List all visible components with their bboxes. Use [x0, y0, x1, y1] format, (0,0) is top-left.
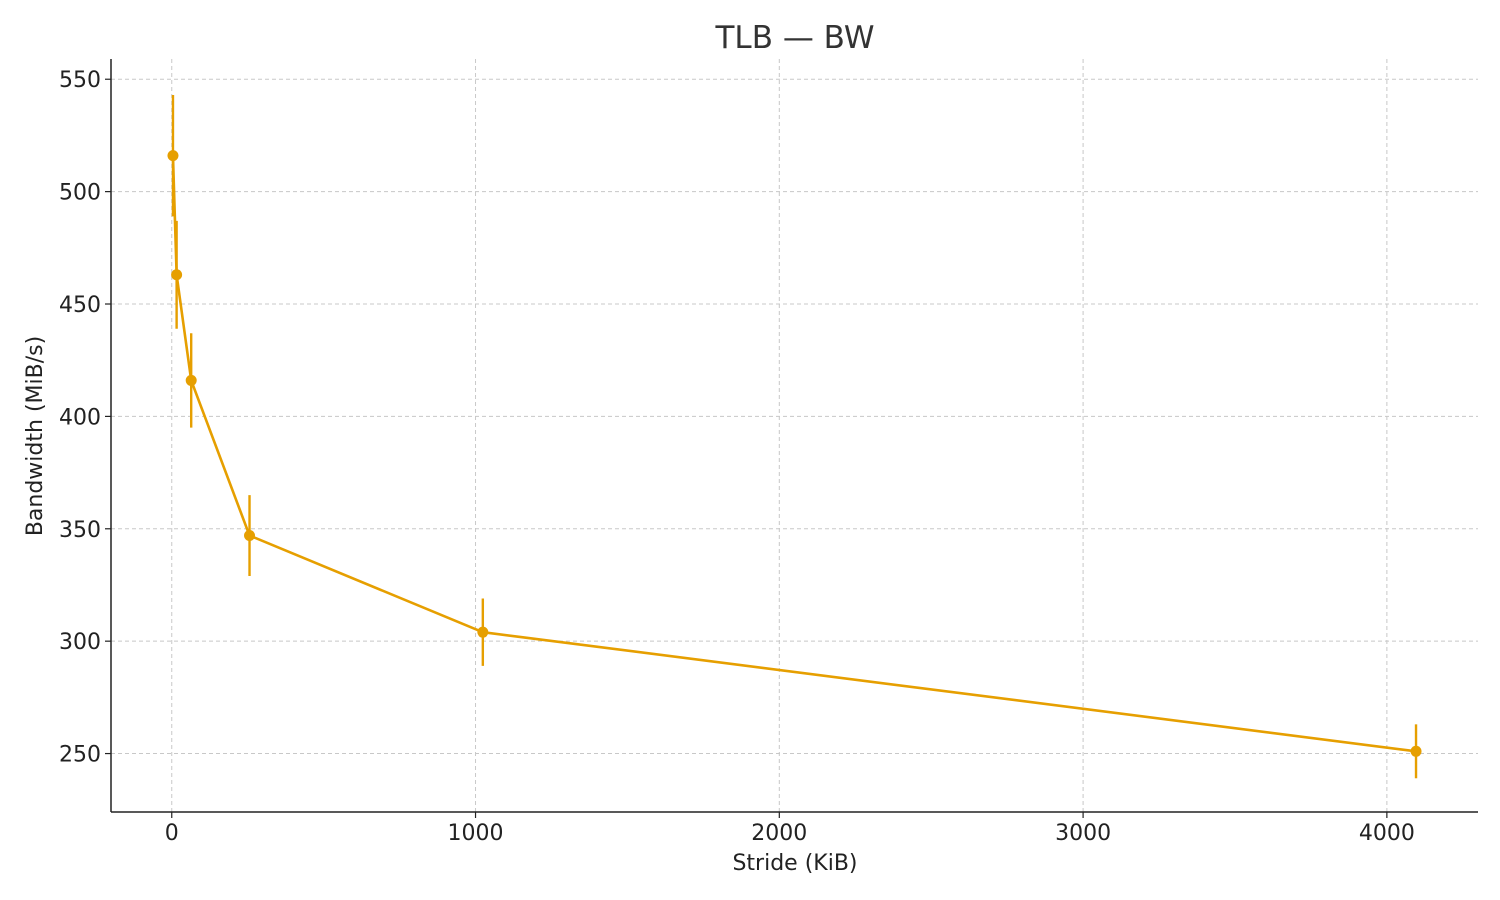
- x-tick-label: 2000: [751, 821, 807, 846]
- y-tick-label: 300: [59, 630, 101, 655]
- y-tick-label: 450: [59, 293, 101, 318]
- chart-title: TLB — BW: [715, 20, 875, 56]
- y-axis-label: Bandwidth (MiB/s): [23, 336, 48, 536]
- y-tick-label: 350: [59, 518, 101, 543]
- x-tick-label: 4000: [1359, 821, 1415, 846]
- data-point: [185, 374, 197, 386]
- y-tick-label: 500: [59, 181, 101, 206]
- data-point: [244, 530, 256, 542]
- x-tick-label: 3000: [1055, 821, 1111, 846]
- axes: 0 1000 2000 3000 4000 250 300 350 400 450 500 550: [59, 59, 1478, 846]
- series: [167, 94, 1422, 779]
- y-tick-label: 550: [59, 68, 101, 93]
- data-point: [477, 626, 489, 638]
- data-point: [167, 150, 179, 162]
- y-tick-label: 250: [59, 743, 101, 768]
- data-point: [1410, 745, 1422, 757]
- grid: [111, 59, 1478, 812]
- y-tick-label: 400: [59, 405, 101, 430]
- x-tick-label: 1000: [448, 821, 504, 846]
- x-tick-label: 0: [165, 821, 179, 846]
- data-point: [171, 269, 183, 281]
- series-line: [171, 155, 1417, 753]
- x-axis-label: Stride (KiB): [732, 851, 857, 876]
